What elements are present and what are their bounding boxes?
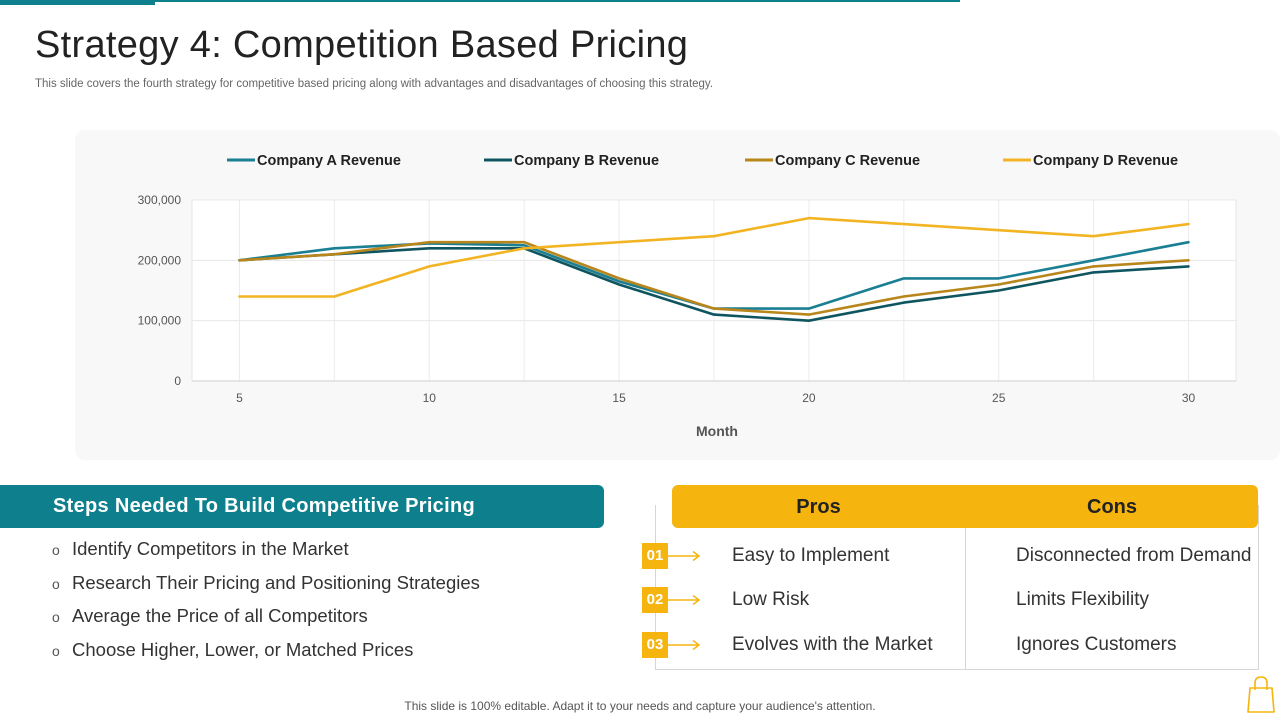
slide-footer: This slide is 100% editable. Adapt it to… <box>404 699 876 713</box>
legend-label: Company A Revenue <box>257 153 401 169</box>
y-tick-label: 0 <box>174 374 181 388</box>
y-tick-label: 300,000 <box>138 193 182 207</box>
shopping-bag-icon <box>1247 676 1275 713</box>
arrow-right-icon <box>668 550 701 562</box>
x-tick-label: 20 <box>802 391 816 405</box>
x-tick-label: 5 <box>236 391 243 405</box>
step-text: Research Their Pricing and Positioning S… <box>72 571 480 593</box>
steps-header: Steps Needed To Build Competitive Pricin… <box>0 485 604 528</box>
y-tick-label: 100,000 <box>138 314 182 328</box>
top-accent-line <box>155 0 960 2</box>
step-text: Identify Competitors in the Market <box>72 538 349 559</box>
con-item: Limits Flexibility <box>1016 589 1150 610</box>
pros-heading: Pros <box>796 496 841 518</box>
arrow-right-icon <box>668 639 701 651</box>
pros-cons-divider <box>965 485 966 670</box>
x-tick-label: 25 <box>992 391 1006 405</box>
pro-item: Low Risk <box>732 589 810 610</box>
legend-label: Company D Revenue <box>1033 153 1178 169</box>
arrow-right-icon <box>668 594 701 606</box>
steps-header-label: Steps Needed To Build Competitive Pricin… <box>53 495 475 517</box>
bullet-icon: o <box>52 542 60 558</box>
row-number-badge: 01 <box>642 543 668 569</box>
slide-title: Strategy 4: Competition Based Pricing <box>35 24 689 66</box>
step-text: Choose Higher, Lower, or Matched Prices <box>72 638 414 660</box>
chart-panel: 0100,000200,000300,00051015202530MonthRe… <box>75 130 1280 460</box>
pro-item: Evolves with the Market <box>732 634 933 655</box>
series-line <box>238 216 1190 298</box>
cons-heading: Cons <box>1087 496 1137 518</box>
top-accent-bar <box>0 0 155 5</box>
x-axis-title: Month <box>696 423 738 439</box>
legend-label: Company B Revenue <box>514 153 659 169</box>
y-tick-label: 200,000 <box>138 253 182 267</box>
row-number-badge: 03 <box>642 632 668 658</box>
bullet-icon: o <box>52 575 60 592</box>
list-item: o Average the Price of all Competitors <box>52 605 480 639</box>
legend-label: Company C Revenue <box>775 153 920 169</box>
bullet-icon: o <box>52 609 60 625</box>
pro-item: Easy to Implement <box>732 545 890 566</box>
list-item: o Choose Higher, Lower, or Matched Prices <box>52 639 480 673</box>
bullet-icon: o <box>52 642 60 659</box>
list-item: o Research Their Pricing and Positioning … <box>52 572 480 606</box>
list-item: o Identify Competitors in the Market <box>52 538 480 572</box>
con-item: Disconnected from Demand <box>1016 545 1252 566</box>
series-line <box>238 240 1190 316</box>
slide-subtitle: This slide covers the fourth strategy fo… <box>35 78 714 90</box>
x-tick-label: 15 <box>612 391 626 405</box>
series-line <box>238 247 1190 322</box>
steps-list: o Identify Competitors in the Market o Res… <box>52 538 480 672</box>
x-tick-label: 30 <box>1182 391 1196 405</box>
pros-cons-header <box>672 485 1258 528</box>
con-item: Ignores Customers <box>1016 634 1177 655</box>
x-tick-label: 10 <box>423 391 437 405</box>
revenue-line-chart: 0100,000200,000300,00051015202530MonthRe… <box>138 153 1237 439</box>
row-number-badge: 02 <box>642 587 668 613</box>
step-text: Average the Price of all Competitors <box>72 605 368 626</box>
